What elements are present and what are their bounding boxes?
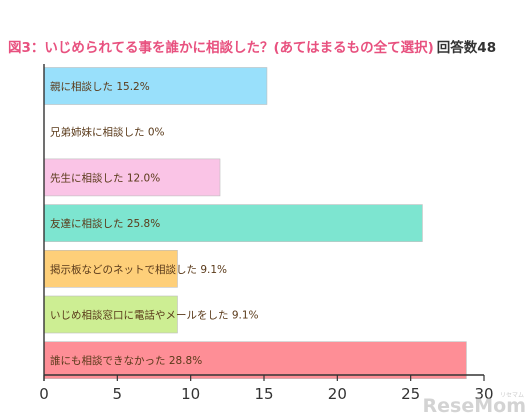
x-tick-label-2: 10 xyxy=(181,385,200,403)
bar-6 xyxy=(43,341,467,380)
bar-5 xyxy=(43,295,178,334)
bar-label-0: 親に相談した 15.2% xyxy=(50,80,150,93)
x-tick-label-5: 25 xyxy=(401,385,420,403)
chart-title-row: 図3：いじめられてる事を誰かに相談した？(あてはまるもの全て選択) 回答数48 xyxy=(8,36,496,56)
bar-label-2: 先生に相談した 12.0% xyxy=(50,171,160,184)
bar-4 xyxy=(43,250,178,288)
bar-label-6: 誰にも相談できなかった 28.8% xyxy=(50,354,202,367)
bar-label-4: 掲示板などのネットで相談した 9.1% xyxy=(50,263,227,276)
bar-0 xyxy=(43,67,268,105)
bar-label-5: いじめ相談窓口に電話やメールをした 9.1% xyxy=(50,309,259,322)
resemom-watermark: ReseMom リセマム xyxy=(422,392,526,417)
x-tick-label-3: 15 xyxy=(254,385,273,403)
x-tick-label-6: 30 xyxy=(474,385,493,403)
chart-title: 図3：いじめられてる事を誰かに相談した？(あてはまるもの全て選択) xyxy=(8,40,434,56)
x-tick-label-1: 5 xyxy=(113,385,123,403)
x-tick-label-4: 20 xyxy=(328,385,347,403)
respondent-count: 回答数48 xyxy=(436,40,497,56)
bar-2 xyxy=(43,158,221,197)
watermark-kana: リセマム xyxy=(499,392,524,399)
bar-label-1: 兄弟姉妹に相談した 0% xyxy=(50,126,165,139)
watermark-text: ReseMom xyxy=(422,395,526,417)
bar-3 xyxy=(43,204,423,242)
bar-label-3: 友達に相談した 25.8% xyxy=(50,217,160,230)
x-tick-label-0: 0 xyxy=(39,385,49,403)
